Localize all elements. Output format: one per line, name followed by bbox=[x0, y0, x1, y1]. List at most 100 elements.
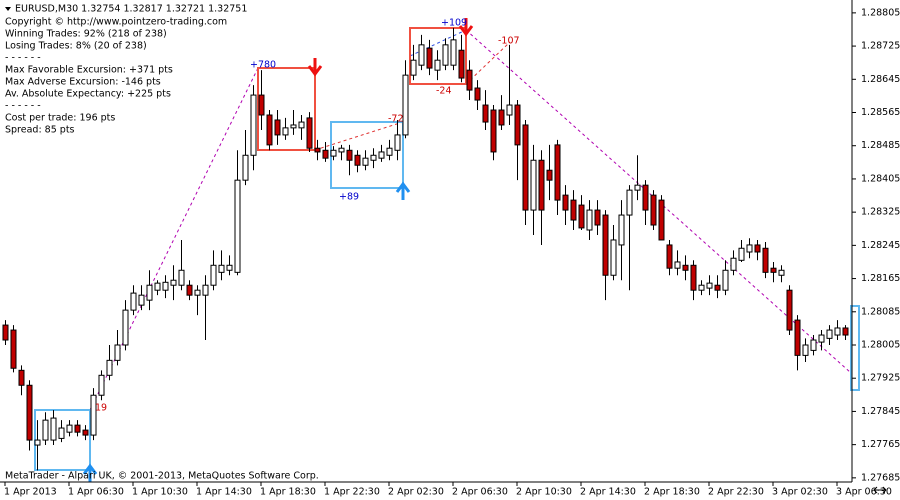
x-tick-label: 1 Apr 22:30 bbox=[324, 487, 380, 498]
candle-body bbox=[778, 269, 785, 276]
candle-body bbox=[274, 119, 281, 136]
candle-body bbox=[762, 247, 769, 273]
candle-body bbox=[178, 269, 185, 286]
annotation: +89 bbox=[339, 192, 359, 203]
trade-box bbox=[257, 67, 316, 151]
candle-body bbox=[74, 424, 81, 433]
info-line: Max Adverse Excursion: -146 pts bbox=[5, 77, 161, 88]
candle-body bbox=[578, 204, 585, 229]
candle-body bbox=[642, 184, 649, 211]
candle-body bbox=[202, 284, 209, 296]
candle-body bbox=[602, 214, 609, 276]
info-line: Spread: 85 pts bbox=[5, 125, 75, 136]
candle-body bbox=[386, 147, 393, 156]
menu-triangle bbox=[5, 7, 11, 11]
candle-body bbox=[698, 284, 705, 291]
candle-body bbox=[170, 279, 177, 286]
x-tick-label: 2 Apr 10:30 bbox=[516, 487, 572, 498]
candle-body bbox=[194, 289, 201, 296]
candle-body bbox=[218, 264, 225, 273]
candle-body bbox=[490, 109, 497, 153]
candle-body bbox=[586, 209, 593, 231]
x-tick-label: 3 Apr 02:30 bbox=[772, 487, 828, 498]
y-tick-label: 1.28325 bbox=[861, 207, 900, 218]
y-tick-label: 1.28405 bbox=[861, 173, 900, 184]
candle-body bbox=[714, 284, 721, 291]
candle-body bbox=[626, 189, 633, 216]
candle-body bbox=[418, 44, 425, 66]
candle-body bbox=[730, 257, 737, 271]
candle-body bbox=[498, 109, 505, 126]
trade-line bbox=[465, 41, 511, 85]
trade-line bbox=[409, 29, 467, 57]
candle-body bbox=[738, 247, 745, 261]
candle-body bbox=[834, 327, 841, 336]
candle-body bbox=[394, 134, 401, 151]
candle-body bbox=[450, 39, 457, 66]
candle-body bbox=[290, 124, 297, 129]
candle-body bbox=[522, 124, 529, 211]
candle-body bbox=[42, 419, 49, 441]
candle-body bbox=[434, 59, 441, 71]
candle-body bbox=[154, 282, 161, 291]
scroll-icon[interactable] bbox=[873, 486, 887, 494]
footer: MetaTrader - Alpari UK, © 2001-2013, Met… bbox=[5, 471, 319, 482]
candle-body bbox=[722, 269, 729, 291]
candle-body bbox=[186, 284, 193, 296]
annotation: -107 bbox=[498, 36, 520, 47]
candle-body bbox=[674, 261, 681, 269]
candle-body bbox=[658, 199, 665, 241]
candle-body bbox=[530, 159, 537, 211]
candle-body bbox=[2, 324, 9, 341]
candles bbox=[2, 27, 849, 471]
x-tick-label: 1 Apr 2013 bbox=[4, 487, 57, 498]
candle-body bbox=[794, 319, 801, 356]
candle-body bbox=[10, 329, 17, 369]
y-tick-label: 1.28565 bbox=[861, 107, 900, 118]
candle-body bbox=[130, 292, 137, 311]
candle-body bbox=[810, 339, 817, 351]
candle-body bbox=[786, 289, 793, 331]
candle-body bbox=[482, 104, 489, 123]
candle-body bbox=[122, 309, 129, 346]
candle-body bbox=[250, 94, 257, 156]
candle-body bbox=[754, 244, 761, 253]
annotation: +109 bbox=[441, 18, 467, 29]
candle-body bbox=[554, 144, 561, 201]
y-tick-label: 1.28485 bbox=[861, 140, 900, 151]
candle-body bbox=[546, 169, 553, 181]
candle-body bbox=[210, 264, 217, 286]
candle-body bbox=[514, 104, 521, 146]
x-tick-label: 2 Apr 06:30 bbox=[452, 487, 508, 498]
candle-body bbox=[50, 417, 57, 441]
trade-box bbox=[850, 305, 860, 391]
candle-body bbox=[746, 244, 753, 253]
x-tick-label: 1 Apr 10:30 bbox=[132, 487, 188, 498]
candle-body bbox=[242, 154, 249, 181]
candle-body bbox=[306, 117, 313, 149]
candle-body bbox=[458, 49, 465, 79]
candle-body bbox=[594, 209, 601, 226]
y-tick-label: 1.27925 bbox=[861, 373, 900, 384]
candle-body bbox=[562, 194, 569, 211]
candle-body bbox=[34, 439, 41, 446]
y-tick-label: 1.28645 bbox=[861, 74, 900, 85]
candle-body bbox=[826, 329, 833, 339]
symbol-header: EURUSD,M30 1.32754 1.32817 1.32721 1.327… bbox=[15, 4, 247, 15]
candle-body bbox=[410, 59, 417, 76]
candle-body bbox=[330, 149, 337, 157]
info-line: - - - - - - bbox=[5, 101, 41, 112]
candle-body bbox=[474, 87, 481, 101]
candle-body bbox=[162, 281, 169, 291]
candle-body bbox=[570, 199, 577, 221]
candle-body bbox=[610, 239, 617, 276]
candle-body bbox=[538, 159, 545, 211]
x-tick-label: 2 Apr 14:30 bbox=[580, 487, 636, 498]
candle-body bbox=[322, 149, 329, 159]
candle-body bbox=[818, 334, 825, 343]
x-tick-label: 2 Apr 02:30 bbox=[388, 487, 444, 498]
y-tick-label: 1.28725 bbox=[861, 41, 900, 52]
candle-body bbox=[314, 147, 321, 153]
y-tick-label: 1.28245 bbox=[861, 240, 900, 251]
